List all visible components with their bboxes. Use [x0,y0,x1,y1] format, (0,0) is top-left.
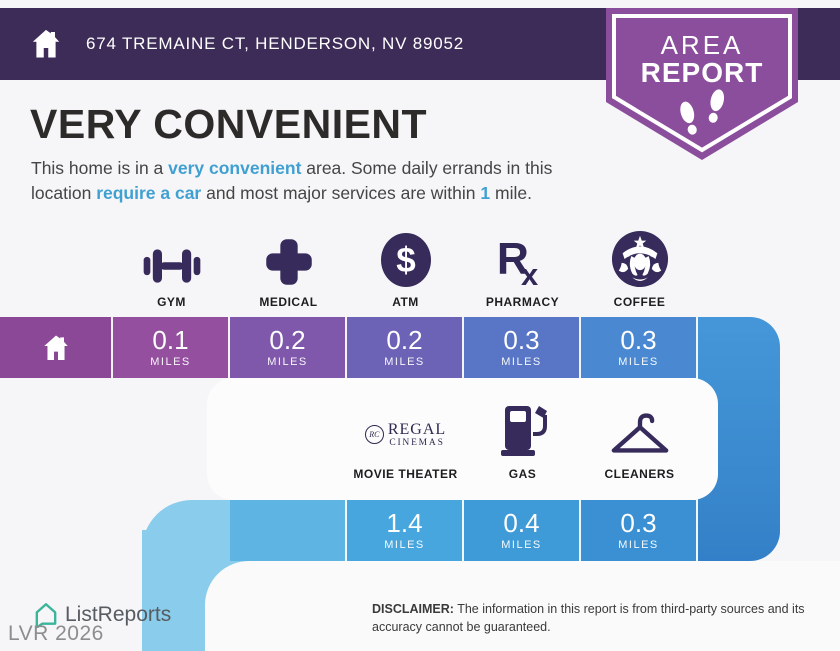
listreports-logo: ListReports [33,601,171,628]
disclaimer-text: The information in this report is from t… [372,602,805,634]
distance-segment: 0.3 MILES [581,317,698,378]
area-report-badge: AREA REPORT [606,8,798,160]
gas-pump-icon [500,406,547,456]
amenity-atm: $ ATM [347,226,464,309]
regal-cinemas-logo: RC REGAL CINEMAS [364,421,446,461]
home-icon [32,29,60,58]
distance-segment: 0.1 MILES [113,317,230,378]
amenity-label: COFFEE [613,295,666,309]
distance-segment: 0.2 MILES [347,317,464,378]
disclaimer-label: DISCLAIMER: [372,602,454,616]
summary-text: This home is in a very convenient area. … [31,156,611,207]
amenity-pharmacy: R x PHARMACY [464,226,581,309]
amenity-coffee: COFFEE [581,226,698,309]
listreports-wordmark: ListReports [65,602,172,626]
amenity-label: CLEANERS [604,467,675,481]
distance-segment: 0.3 MILES [464,317,581,378]
amenity-movie-theater: RC REGAL CINEMAS MOVIE THEATER [347,398,464,481]
distance-segment: 0.4 MILES [464,500,581,561]
dollar-sign: $ [396,241,415,280]
amenity-label: MOVIE THEATER [353,467,458,481]
dollar-circle-icon: $ [380,233,431,287]
disclaimer: DISCLAIMER: The information in this repo… [372,601,820,637]
summary-part: area. Some daily errands in this locatio… [31,158,553,204]
amenity-label: ATM [392,295,419,309]
amenity-label: GAS [508,467,537,481]
bar-empty-segment [230,500,347,561]
bar-home-segment [0,317,113,378]
amenity-label: MEDICAL [259,295,318,309]
amenity-medical: MEDICAL [230,226,347,309]
medical-cross-icon [265,239,312,285]
amenity-gas: GAS [464,398,581,481]
summary-part: This home is in a [31,158,169,178]
summary-part: and most major services are within [201,183,481,204]
bar-curve-segment [142,500,230,561]
distance-segment: 1.4 MILES [347,500,464,561]
summary-highlight: require a car [96,183,202,204]
badge-line2: REPORT [641,57,764,88]
distance-bar-2: 1.4 MILES 0.4 MILES 0.3 MILES [142,500,698,561]
svg-text:R: R [496,235,528,284]
footer-panel [205,561,840,651]
amenity-label: GYM [157,295,186,309]
amenity-panel-2: RC REGAL CINEMAS MOVIE THEATER [207,378,718,500]
property-address: 674 TREMAINE CT, HENDERSON, NV 89052 [86,34,465,53]
watermark: LVR 2026 [8,622,104,645]
page-title: VERY CONVENIENT [30,101,428,147]
coffee-siren-icon [611,230,668,288]
regal-mark: RC [364,425,384,445]
summary-highlight: very convenient [168,158,302,178]
home-icon [43,334,68,360]
amenity-label: PHARMACY [485,295,560,309]
distance-bar-1: 0.1 MILES 0.2 MILES 0.2 MILES 0.3 MILES … [0,317,698,378]
amenity-cleaners: CLEANERS [581,398,698,481]
amenity-row-1: GYM MEDICAL $ ATM R x PHARMACY [113,226,698,309]
rx-icon: R x [496,235,538,288]
distance-segment: 0.3 MILES [581,500,698,561]
svg-text:x: x [521,257,538,288]
footprints-icon [680,89,725,135]
amenity-gym: GYM [113,226,230,309]
listreports-icon [35,603,57,628]
distance-segment: 0.2 MILES [230,317,347,378]
summary-part: mile. [490,183,532,204]
dumbbell-icon [143,249,200,283]
summary-highlight: 1 [480,183,491,204]
badge-line1: AREA [661,30,744,60]
amenity-row-2: RC REGAL CINEMAS MOVIE THEATER [347,398,698,481]
hanger-icon [611,413,668,453]
